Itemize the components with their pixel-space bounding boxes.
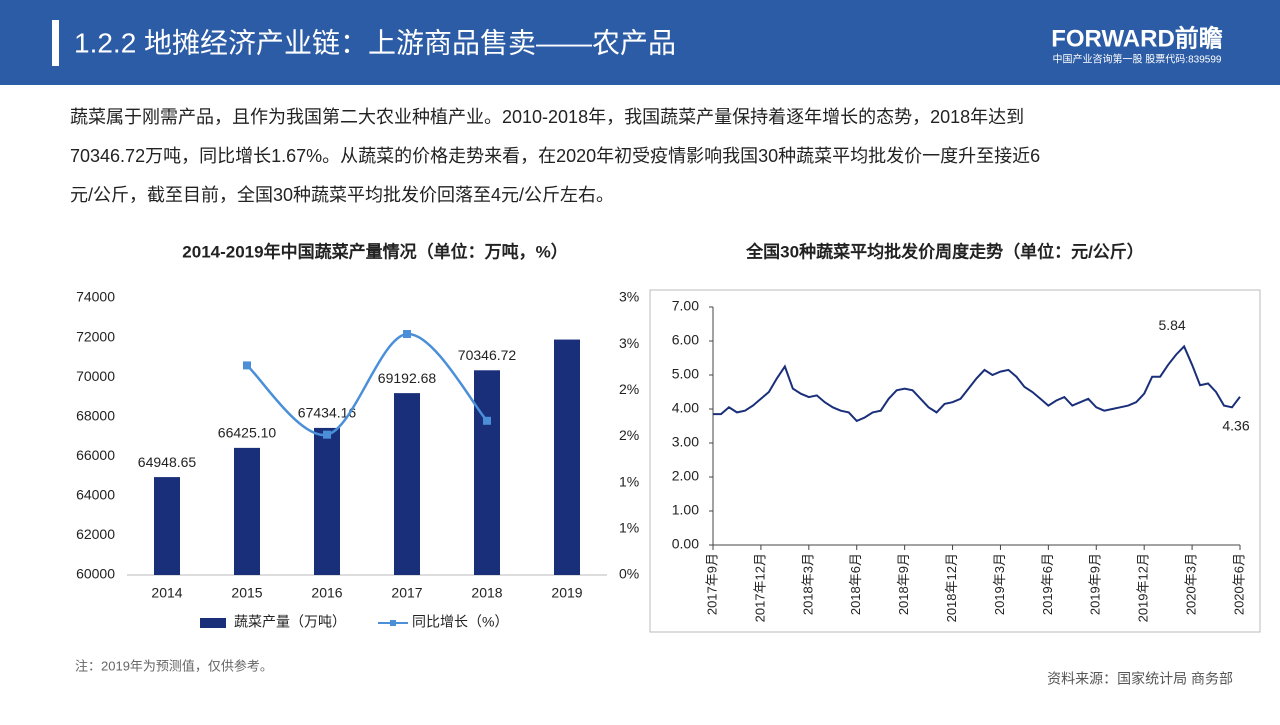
bar xyxy=(394,393,420,575)
paragraph-line: 蔬菜属于刚需产品，且作为我国第二大农业种植产业。2010-2018年，我国蔬菜产… xyxy=(70,107,1024,127)
data-label: 70346.72 xyxy=(458,347,517,363)
x-tick-label: 2015 xyxy=(231,585,262,601)
y-tick-label: 4.00 xyxy=(672,400,699,416)
header-mark xyxy=(52,20,59,66)
growth-point xyxy=(483,416,491,425)
logo: FORWARD前瞻 xyxy=(1051,24,1223,52)
bar xyxy=(474,370,500,575)
price-line xyxy=(713,344,1241,423)
y-tick-label: 62000 xyxy=(76,526,115,542)
growth-point xyxy=(243,361,251,370)
header-band xyxy=(0,0,1280,85)
x-tick-label: 2020年3月 xyxy=(1184,553,1199,615)
chart-title: 2014-2019年中国蔬菜产量情况（单位：万吨，%） xyxy=(182,241,567,261)
paragraph-line: 70346.72万吨，同比增长1.67%。从蔬菜的价格走势来看，在2020年初受… xyxy=(70,146,1040,166)
data-label: 5.84 xyxy=(1158,317,1185,333)
x-tick-label: 2019年3月 xyxy=(992,553,1007,615)
y-tick-label: 6.00 xyxy=(672,332,699,348)
y-tick-label: 60000 xyxy=(76,566,115,582)
x-tick-label: 2019年12月 xyxy=(1136,553,1151,622)
y-tick-label: 3.00 xyxy=(672,434,699,450)
paragraph-line: 元/公斤，截至目前，全国30种蔬菜平均批发价回落至4元/公斤左右。 xyxy=(70,185,614,205)
x-tick-label: 2018年6月 xyxy=(848,553,863,615)
y-tick-label: 2.00 xyxy=(672,468,699,484)
legend-label: 蔬菜产量（万吨） xyxy=(234,614,346,630)
growth-point xyxy=(403,330,411,339)
y2-tick-label: 1% xyxy=(619,473,639,489)
bar xyxy=(314,427,340,575)
data-label: 64948.65 xyxy=(138,454,197,470)
y-tick-label: 66000 xyxy=(76,447,115,463)
x-tick-label: 2018年9月 xyxy=(896,553,911,615)
y2-tick-label: 3% xyxy=(619,289,639,305)
note: 注：2019年为预测值，仅供参考。 xyxy=(75,658,273,673)
y2-tick-label: 0% xyxy=(619,566,639,582)
source: 资料来源：国家统计局 商务部 xyxy=(1047,671,1233,687)
x-tick-label: 2018年12月 xyxy=(944,553,959,622)
header-title: 1.2.2 地摊经济产业链：上游商品售卖——农产品 xyxy=(74,27,676,58)
y2-tick-label: 3% xyxy=(619,335,639,351)
data-label: 67434.16 xyxy=(298,405,357,421)
y-tick-label: 64000 xyxy=(76,487,115,503)
y2-tick-label: 2% xyxy=(619,427,639,443)
y-tick-label: 68000 xyxy=(76,407,115,423)
chart-title: 全国30种蔬菜平均批发价周度走势（单位：元/公斤） xyxy=(745,241,1144,261)
y-tick-label: 72000 xyxy=(76,328,115,344)
bar xyxy=(554,339,580,575)
x-tick-label: 2016 xyxy=(311,585,342,601)
x-tick-label: 2019年9月 xyxy=(1088,553,1103,615)
x-tick-label: 2020年6月 xyxy=(1231,553,1246,615)
y-tick-label: 1.00 xyxy=(672,502,699,518)
x-tick-label: 2018 xyxy=(471,585,502,601)
bar xyxy=(154,477,180,575)
legend-swatch xyxy=(390,620,396,626)
x-tick-label: 2017 xyxy=(391,585,422,601)
y2-tick-label: 1% xyxy=(619,520,639,536)
bar xyxy=(234,447,260,575)
y-tick-label: 7.00 xyxy=(672,298,699,314)
x-tick-label: 2017年9月 xyxy=(704,553,719,615)
x-tick-label: 2019年6月 xyxy=(1040,553,1055,615)
y-tick-label: 74000 xyxy=(76,289,115,305)
x-tick-label: 2017年12月 xyxy=(752,553,767,622)
y-tick-label: 70000 xyxy=(76,368,115,384)
x-tick-label: 2014 xyxy=(151,585,182,601)
data-label: 4.36 xyxy=(1222,417,1249,433)
chart2-frame xyxy=(649,289,1261,633)
legend-label: 同比增长（%） xyxy=(412,614,508,630)
legend-swatch xyxy=(200,618,226,628)
x-tick-label: 2019 xyxy=(551,585,582,601)
growth-line xyxy=(246,332,488,436)
y-tick-label: 0.00 xyxy=(672,536,699,552)
data-label: 69192.68 xyxy=(378,370,437,386)
data-label: 66425.10 xyxy=(218,425,277,441)
growth-point xyxy=(323,430,331,439)
y-tick-label: 5.00 xyxy=(672,366,699,382)
y2-tick-label: 2% xyxy=(619,381,639,397)
logo-sub: 中国产业咨询第一股 股票代码:839599 xyxy=(1053,53,1222,66)
x-tick-label: 2018年3月 xyxy=(800,553,815,615)
